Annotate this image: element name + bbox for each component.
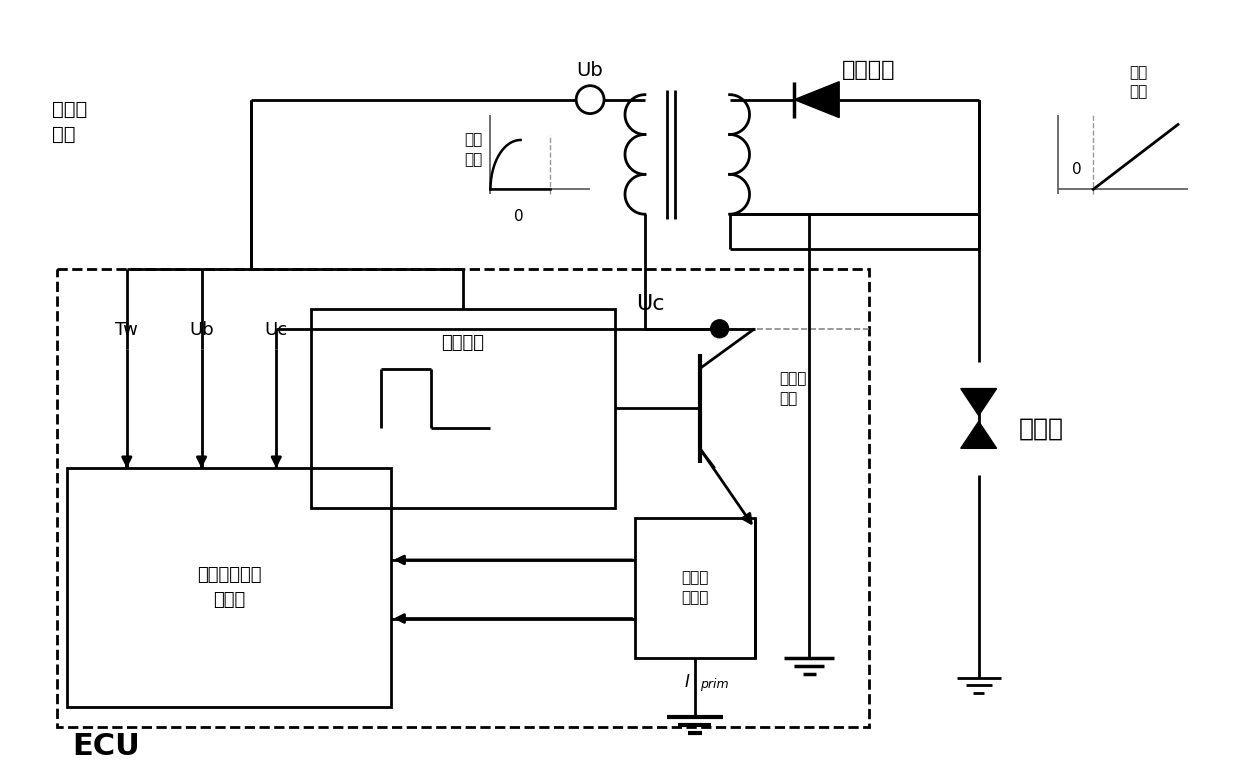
Bar bbox=[57, 269, 869, 727]
Text: ECU: ECU bbox=[72, 732, 140, 761]
Text: 数据采集和运
算模块: 数据采集和运 算模块 bbox=[197, 566, 262, 609]
Bar bbox=[311, 309, 615, 508]
Circle shape bbox=[711, 320, 729, 338]
Text: 火花塞: 火花塞 bbox=[1018, 417, 1064, 441]
Text: prim: prim bbox=[699, 677, 728, 691]
Text: 放电
电流: 放电 电流 bbox=[1128, 65, 1147, 100]
Text: 0: 0 bbox=[1071, 162, 1081, 178]
Text: 驱动级
开关: 驱动级 开关 bbox=[780, 371, 807, 406]
Polygon shape bbox=[961, 388, 997, 415]
Text: 0: 0 bbox=[513, 209, 523, 225]
Text: 点火线圈: 点火线圈 bbox=[842, 60, 895, 80]
Text: Uc: Uc bbox=[636, 294, 665, 314]
Text: I: I bbox=[684, 673, 689, 691]
Text: Tw: Tw bbox=[115, 321, 138, 339]
Bar bbox=[635, 518, 754, 657]
Text: Ub: Ub bbox=[577, 61, 604, 80]
Text: 初级电
流检测: 初级电 流检测 bbox=[681, 571, 708, 605]
Text: 控制模块: 控制模块 bbox=[441, 334, 485, 351]
Polygon shape bbox=[961, 421, 997, 448]
Bar bbox=[67, 468, 391, 707]
Text: 初级
电流: 初级 电流 bbox=[464, 132, 482, 167]
Text: Uc: Uc bbox=[264, 321, 288, 339]
Text: Ub: Ub bbox=[190, 321, 215, 339]
Polygon shape bbox=[795, 82, 839, 118]
Text: 发动机
水温: 发动机 水温 bbox=[52, 100, 87, 144]
